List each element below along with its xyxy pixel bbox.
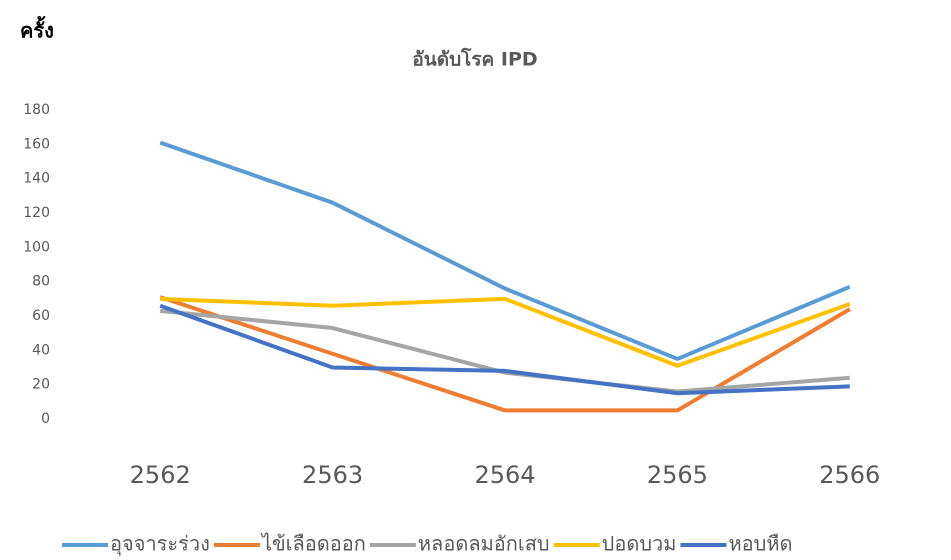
series-line <box>160 296 851 368</box>
series-line <box>160 308 850 394</box>
chart-title: อันดับโรค IPD <box>412 48 537 71</box>
x-tick-label: 2566 <box>819 461 880 489</box>
y-tick-label: 140 <box>23 171 50 187</box>
x-tick-label: 2564 <box>474 461 535 489</box>
y-tick-label: 160 <box>23 136 50 152</box>
series-line <box>159 303 850 396</box>
legend-label: หลอดลมอักเสบ <box>418 532 550 556</box>
y-tick-label: 40 <box>32 342 50 358</box>
y-axis-label: ครั้ง <box>20 16 54 43</box>
y-tick-label: 120 <box>23 205 50 221</box>
legend-label: หอบหืด <box>728 532 792 556</box>
y-tick-label: 180 <box>23 102 50 118</box>
x-tick-label: 2562 <box>130 461 191 489</box>
y-tick-label: 20 <box>32 377 50 393</box>
y-tick-label: 80 <box>32 274 50 290</box>
x-tick-label: 2563 <box>302 461 363 489</box>
y-tick-label: 60 <box>32 308 50 324</box>
x-tick-label: 2565 <box>647 461 708 489</box>
legend-label: ไข้เลือดออก <box>260 532 366 556</box>
y-tick-label: 0 <box>41 411 50 427</box>
y-tick-label: 100 <box>23 239 50 255</box>
series-line <box>159 140 851 361</box>
legend-label: อุจจาระร่วง <box>110 532 210 557</box>
series-line <box>159 295 851 413</box>
legend-label: ปอดบวม <box>602 532 677 556</box>
